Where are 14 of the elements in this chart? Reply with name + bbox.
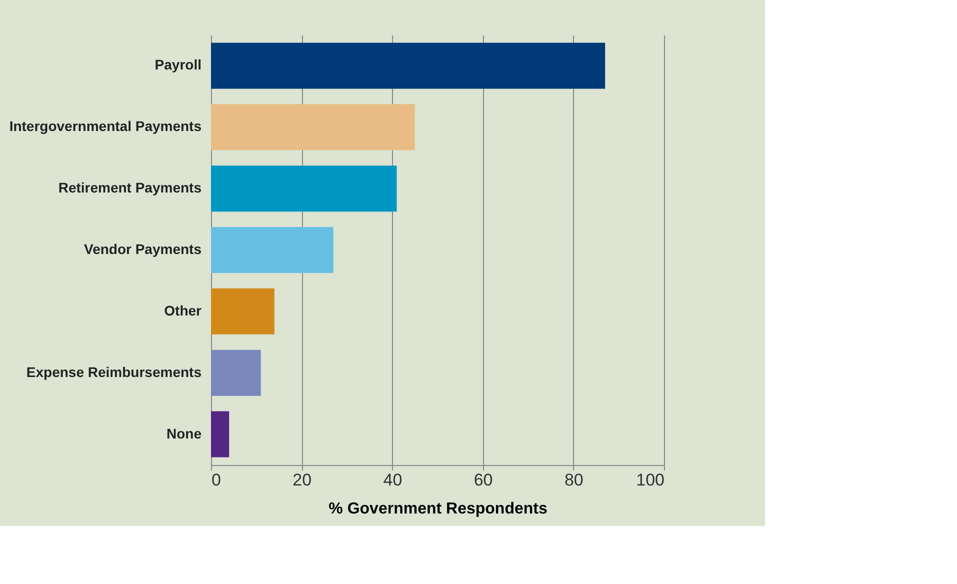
y-tick-label: Payroll xyxy=(154,56,202,73)
x-axis-title: % Government Respondents xyxy=(328,500,548,518)
x-tick-label: 20 xyxy=(292,470,312,490)
x-tick-label: 60 xyxy=(474,470,493,490)
x-tick-label: 100 xyxy=(636,470,664,490)
y-tick-label: Retirement Payments xyxy=(58,180,202,196)
y-tick-label: Other xyxy=(164,302,202,318)
x-tick-label: 40 xyxy=(383,470,402,490)
x-tick-label: 80 xyxy=(564,470,584,490)
y-tick-label: None xyxy=(166,425,202,442)
x-tick-label: 0 xyxy=(212,470,221,490)
y-tick-label: Expense Reimbursements xyxy=(26,364,202,380)
y-tick-label: Intergovernmental Payments xyxy=(9,118,202,134)
y-tick-label: Vendor Payments xyxy=(84,241,202,257)
